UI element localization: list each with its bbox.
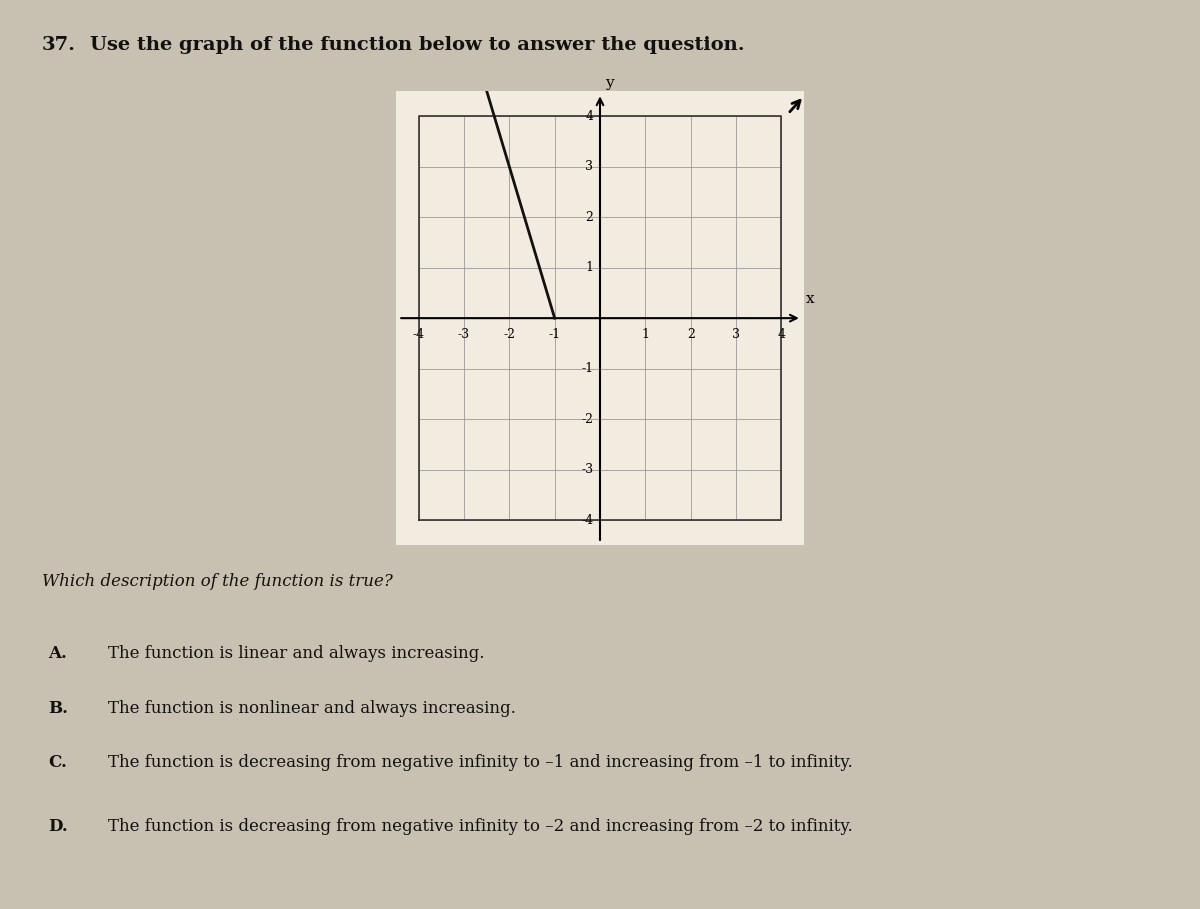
Text: D.: D. bbox=[48, 818, 67, 835]
Text: 3: 3 bbox=[586, 160, 593, 173]
Text: 4: 4 bbox=[586, 110, 593, 123]
Text: The function is decreasing from negative infinity to –1 and increasing from –1 t: The function is decreasing from negative… bbox=[108, 754, 853, 772]
Text: A.: A. bbox=[48, 645, 67, 663]
Text: 2: 2 bbox=[686, 328, 695, 341]
Text: 3: 3 bbox=[732, 328, 740, 341]
Text: -1: -1 bbox=[548, 328, 560, 341]
Text: Use the graph of the function below to answer the question.: Use the graph of the function below to a… bbox=[90, 36, 745, 55]
Text: Which description of the function is true?: Which description of the function is tru… bbox=[42, 573, 392, 590]
Text: 1: 1 bbox=[641, 328, 649, 341]
Text: -4: -4 bbox=[413, 328, 425, 341]
Text: 4: 4 bbox=[778, 328, 785, 341]
Text: C.: C. bbox=[48, 754, 67, 772]
Text: -4: -4 bbox=[581, 514, 593, 526]
Text: 2: 2 bbox=[586, 211, 593, 224]
Text: The function is nonlinear and always increasing.: The function is nonlinear and always inc… bbox=[108, 700, 516, 717]
Text: 37.: 37. bbox=[42, 36, 76, 55]
Text: -3: -3 bbox=[458, 328, 470, 341]
Text: The function is linear and always increasing.: The function is linear and always increa… bbox=[108, 645, 485, 663]
Text: x: x bbox=[806, 292, 815, 305]
Text: -2: -2 bbox=[581, 413, 593, 425]
Text: -2: -2 bbox=[503, 328, 515, 341]
Text: -3: -3 bbox=[581, 464, 593, 476]
Text: y: y bbox=[606, 75, 614, 90]
Text: B.: B. bbox=[48, 700, 68, 717]
Text: 1: 1 bbox=[586, 261, 593, 275]
Text: -1: -1 bbox=[581, 362, 593, 375]
Text: The function is decreasing from negative infinity to –2 and increasing from –2 t: The function is decreasing from negative… bbox=[108, 818, 853, 835]
